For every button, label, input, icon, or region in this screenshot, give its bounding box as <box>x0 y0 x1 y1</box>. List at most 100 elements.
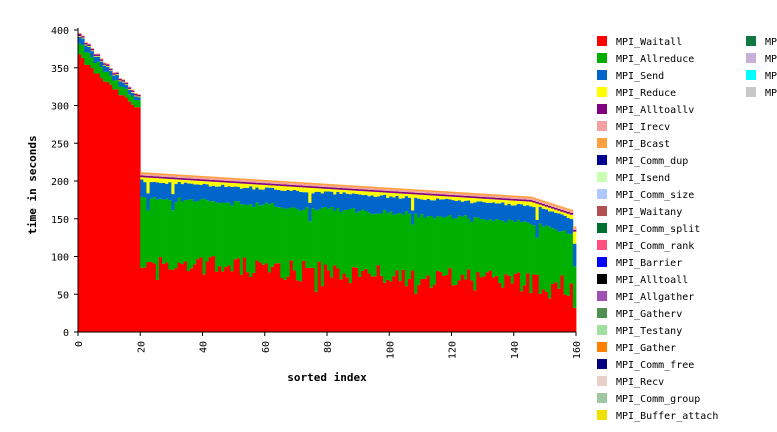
bar-segment <box>547 202 552 205</box>
bar-segment <box>261 183 266 185</box>
bar-segment <box>435 194 440 196</box>
bar-segment <box>149 172 154 175</box>
bar-segment <box>267 272 272 332</box>
bar-segment <box>513 222 518 274</box>
bar-segment <box>342 189 347 193</box>
legend-entry-label: MPI_Testany <box>616 326 682 337</box>
bar-segment <box>205 181 210 185</box>
x-tick-label: 120 <box>448 341 459 359</box>
bar-segment <box>451 195 456 197</box>
bar-segment <box>544 291 549 332</box>
bar-segment <box>448 199 452 216</box>
bar-segment <box>504 205 508 223</box>
bar-segment <box>355 185 359 188</box>
bar-segment <box>196 184 200 201</box>
bar-segment <box>336 187 340 190</box>
bar-segment <box>501 198 505 200</box>
x-tick-label: 140 <box>510 341 521 359</box>
bar-segment <box>289 260 294 332</box>
bar-segment <box>162 263 166 332</box>
bar-segment <box>572 231 577 244</box>
bar-segment <box>563 210 568 213</box>
bar-segment <box>523 285 527 332</box>
bar-segment <box>146 262 150 332</box>
bar-segment <box>289 183 294 185</box>
bar-segment <box>355 193 359 213</box>
bar-segment <box>190 199 194 269</box>
bar-segment <box>261 264 266 332</box>
bar-segment <box>190 178 194 181</box>
y-axis-title: time in seconds <box>26 135 39 234</box>
legend-swatch <box>597 206 607 216</box>
bar-segment <box>407 190 412 193</box>
bar-segment <box>367 196 371 213</box>
bar-segment <box>274 189 278 207</box>
bar-segment <box>535 275 540 332</box>
bar-segment <box>214 202 219 272</box>
bar-segment <box>134 100 138 108</box>
bar-segment <box>401 214 406 270</box>
bar-segment <box>292 181 297 184</box>
bar-segment <box>292 186 297 190</box>
bar-segment <box>218 182 222 187</box>
x-ticks: 0 20 40 60 80 100 120 140 160 <box>74 332 583 359</box>
bar-segment <box>342 188 347 190</box>
bar-segment <box>563 207 568 210</box>
bar-segment <box>199 199 203 258</box>
bar-segment <box>233 259 238 332</box>
bar-segment <box>504 274 508 332</box>
bar-segment <box>308 202 312 222</box>
bar-segment <box>140 172 144 174</box>
bar-segment <box>401 191 406 194</box>
bar-segment <box>143 174 147 176</box>
bar-segment <box>355 188 359 191</box>
bar-segment <box>361 189 365 192</box>
bar-segment <box>305 207 309 269</box>
bar-segment <box>395 270 399 332</box>
bar-segment <box>137 94 141 97</box>
bar-segment <box>367 189 371 192</box>
bar-segment <box>339 186 343 188</box>
bar-segment <box>398 281 403 332</box>
bar-segment <box>280 182 284 185</box>
bar-segment <box>277 207 281 264</box>
bar-segment <box>317 188 322 192</box>
bar-segment <box>96 56 101 62</box>
bar-segment <box>239 188 244 205</box>
bar-segment <box>127 87 132 89</box>
bar-segment <box>270 266 275 332</box>
bar-segment <box>277 189 281 208</box>
bar-segment <box>115 72 119 75</box>
bar-segment <box>211 179 216 182</box>
bar-segment <box>177 197 182 263</box>
bar-segment <box>308 182 312 185</box>
bar-segment <box>404 211 409 287</box>
bar-segment <box>177 174 182 177</box>
bar-segment <box>333 194 337 211</box>
legend-swatch <box>597 155 607 165</box>
bar-segment <box>193 201 197 265</box>
bar-segment <box>221 180 225 183</box>
bar-segment <box>417 198 421 218</box>
bar-segment <box>460 192 465 194</box>
bar-segment <box>327 270 331 332</box>
bar-segment <box>174 268 178 332</box>
bar-segment <box>470 197 474 204</box>
bar-segment <box>482 276 487 332</box>
bar-segment <box>93 63 98 74</box>
bar-segment <box>339 279 343 332</box>
bar-segment <box>569 209 574 212</box>
bar-segment <box>298 183 303 186</box>
bar-segment <box>115 74 119 75</box>
bar-segment <box>358 185 362 188</box>
bar-segment <box>233 178 238 180</box>
bar-segment <box>149 177 154 183</box>
bar-segment <box>152 178 157 182</box>
legend-swatch <box>597 70 607 80</box>
bar-segment <box>171 174 175 176</box>
bar-segment <box>398 213 403 282</box>
bar-segment <box>429 215 434 288</box>
bar-segment <box>519 222 524 292</box>
bar-segment <box>532 207 536 226</box>
bar-segment <box>112 75 116 81</box>
